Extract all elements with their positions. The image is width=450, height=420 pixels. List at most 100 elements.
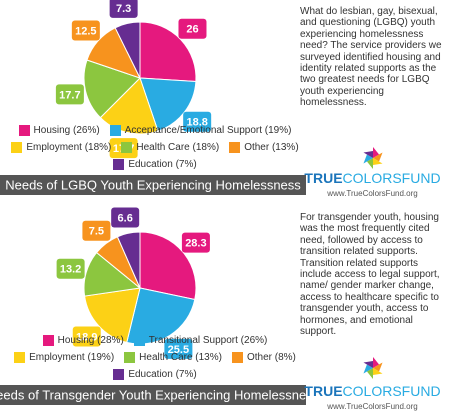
logo-text: TRUECOLORSFUND bbox=[300, 383, 445, 399]
description: For transgender youth, housing was the m… bbox=[300, 212, 440, 338]
legend-row: Employment (19%) Health Care (13%) Other (… bbox=[0, 349, 310, 366]
logo-icon bbox=[363, 361, 373, 368]
legend-item: Health Care (18%) bbox=[121, 142, 219, 153]
legend-row: Education (7%) bbox=[0, 156, 310, 173]
value-label-box bbox=[178, 18, 207, 39]
brand-rest: COLORSFUND bbox=[342, 383, 441, 399]
logo-icon bbox=[373, 152, 383, 162]
value-label: 28.3 bbox=[185, 238, 206, 250]
legend-swatch bbox=[133, 335, 145, 346]
pie-slice bbox=[99, 77, 159, 135]
value-label: 7.5 bbox=[89, 226, 104, 238]
legend-item: Employment (18%) bbox=[11, 142, 111, 153]
value-label-box bbox=[55, 84, 84, 105]
value-label: 6.6 bbox=[118, 212, 133, 224]
value-label-box bbox=[56, 258, 85, 279]
legend-label: Other (13%) bbox=[244, 142, 299, 153]
legend-swatch bbox=[229, 142, 241, 153]
legend-item: Transitional Support (26%) bbox=[133, 335, 268, 346]
title-bar bbox=[0, 175, 306, 195]
legend-item: Acceptance/Emotional Support (19%) bbox=[109, 125, 292, 136]
value-label-box bbox=[164, 338, 193, 359]
legend-item: Employment (19%) bbox=[14, 352, 114, 363]
legend-label: Other (8%) bbox=[246, 352, 296, 363]
legend-label: Education (7%) bbox=[128, 369, 197, 380]
legend-swatch bbox=[121, 142, 133, 153]
legend-row: Education (7%) bbox=[0, 366, 310, 383]
legend-swatch bbox=[11, 142, 23, 153]
logo-icon bbox=[373, 357, 380, 368]
pie-slice bbox=[126, 287, 196, 345]
logo-icon bbox=[373, 362, 383, 372]
legend-label: Employment (18%) bbox=[26, 142, 112, 153]
logo-icon bbox=[373, 158, 383, 165]
legend-item: Other (8%) bbox=[231, 352, 296, 363]
legend-swatch bbox=[113, 159, 125, 170]
legend-swatch bbox=[231, 352, 243, 363]
legend-label: Housing (26%) bbox=[33, 125, 100, 136]
logo-icon bbox=[366, 158, 373, 169]
pie-slice bbox=[116, 231, 141, 289]
legend-label: Employment (19%) bbox=[29, 352, 115, 363]
legend-label: Transitional Support (26%) bbox=[148, 335, 268, 346]
pie-slice bbox=[83, 59, 141, 119]
title-bar bbox=[0, 385, 306, 405]
value-label: 7.3 bbox=[116, 3, 131, 15]
logo-icon bbox=[363, 154, 373, 164]
legend-item: Education (7%) bbox=[113, 369, 197, 380]
value-label-box bbox=[111, 207, 140, 228]
logo-icon bbox=[373, 368, 383, 375]
logo-icon bbox=[373, 147, 380, 158]
logo-icon bbox=[366, 368, 373, 379]
value-label-box bbox=[82, 220, 111, 241]
legend-swatch bbox=[14, 352, 26, 363]
pie-slice bbox=[139, 231, 197, 301]
logo-text: TRUECOLORSFUND bbox=[300, 170, 445, 186]
value-label: 18.9 bbox=[76, 331, 97, 343]
legend-label: Health Care (13%) bbox=[139, 352, 222, 363]
value-label-box bbox=[109, 0, 138, 18]
value-label: 12.5 bbox=[75, 25, 96, 37]
value-label: 25.5 bbox=[168, 344, 189, 356]
pie-slice bbox=[139, 21, 197, 83]
legend-label: Education (7%) bbox=[128, 159, 197, 170]
legend-swatch bbox=[42, 335, 54, 346]
legend-item: Education (7%) bbox=[113, 159, 197, 170]
legend-item: Health Care (13%) bbox=[124, 352, 222, 363]
legend-swatch bbox=[18, 125, 30, 136]
legend-item: Other (13%) bbox=[229, 142, 299, 153]
legend-item: Housing (26%) bbox=[18, 125, 100, 136]
pie-slice bbox=[84, 287, 141, 344]
brand-rest: COLORSFUND bbox=[342, 170, 441, 186]
chart-title: Needs of LGBQ Youth Experiencing Homeles… bbox=[5, 177, 301, 192]
value-label-box bbox=[181, 232, 210, 253]
logo-icon bbox=[363, 364, 373, 374]
value-label: 18.8 bbox=[186, 117, 207, 129]
legend-item: Housing (28%) bbox=[42, 335, 124, 346]
brand-bold: TRUE bbox=[304, 383, 343, 399]
chart-title: Needs of Transgender Youth Experiencing … bbox=[0, 387, 320, 402]
value-label: 26 bbox=[186, 24, 198, 36]
logo-icon bbox=[363, 151, 373, 158]
legend-row: Housing (28%) Transitional Support (26%) bbox=[0, 332, 310, 349]
legend-label: Acceptance/Emotional Support (19%) bbox=[124, 125, 292, 136]
legend-label: Health Care (18%) bbox=[136, 142, 220, 153]
legend-row: Employment (18%) Health Care (18%) Other (… bbox=[0, 139, 310, 156]
value-label: 17.7 bbox=[59, 89, 80, 101]
legend: Housing (26%) Acceptance/Emotional Suppor… bbox=[0, 122, 310, 173]
logo-url: www.TrueColorsFund.org bbox=[327, 402, 418, 411]
legend: Housing (28%) Transitional Support (26%) E… bbox=[0, 332, 310, 383]
legend-swatch bbox=[109, 125, 121, 136]
value-label-box bbox=[72, 326, 101, 347]
legend-swatch bbox=[124, 352, 136, 363]
logo-url: www.TrueColorsFund.org bbox=[327, 189, 418, 198]
legend-label: Housing (28%) bbox=[57, 335, 124, 346]
value-label: 13.2 bbox=[60, 264, 81, 276]
brand-bold: TRUE bbox=[304, 170, 343, 186]
description: What do lesbian, gay, bisexual, and ques… bbox=[300, 6, 442, 109]
value-label-box bbox=[183, 111, 212, 132]
legend-swatch bbox=[113, 369, 125, 380]
value-label-box bbox=[71, 20, 100, 41]
